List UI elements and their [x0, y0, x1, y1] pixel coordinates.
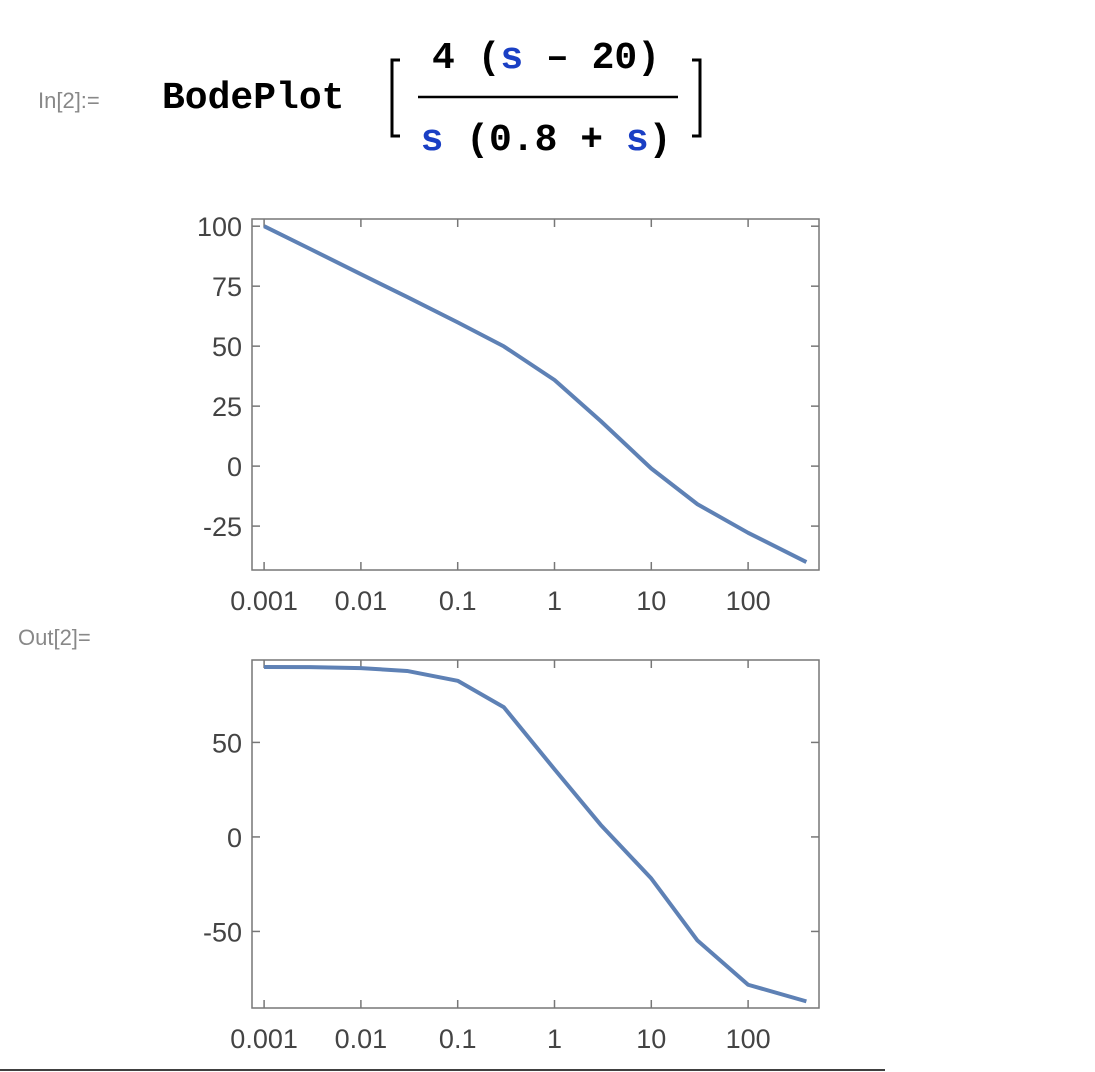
numerator-part: – 20) [523, 37, 660, 80]
y-tick-label: 0 [227, 823, 242, 853]
x-tick-label: 0.1 [439, 1024, 477, 1054]
denominator-part: (0.8 + [443, 119, 625, 162]
denominator-part: ) [649, 119, 672, 162]
x-tick-label: 1 [547, 586, 562, 616]
denominator-part: s [421, 119, 444, 162]
numerator-part: 4 ( [432, 37, 500, 80]
y-tick-label: 50 [212, 728, 242, 758]
plot-frame [251, 659, 820, 1009]
input-label: In[2]:= [38, 88, 100, 113]
x-tick-label: 0.001 [230, 586, 298, 616]
open-bracket [390, 58, 400, 138]
denominator: s (0.8 + s) [421, 119, 672, 162]
x-tick-label: 0.001 [230, 1024, 298, 1054]
x-tick-label: 0.1 [439, 586, 477, 616]
output-label: Out[2]= [18, 625, 91, 650]
y-tick-label: 50 [212, 332, 242, 362]
x-tick-label: 0.01 [335, 586, 388, 616]
y-tick-label: -50 [203, 917, 242, 947]
numerator: 4 (s – 20) [432, 37, 660, 80]
y-tick-label: -25 [203, 512, 242, 542]
denominator-part: s [626, 119, 649, 162]
function-name: BodePlot [162, 77, 344, 120]
y-tick-label: 0 [227, 452, 242, 482]
curve [264, 664, 807, 1004]
x-tick-label: 1 [547, 1024, 562, 1054]
numerator-part: s [500, 37, 523, 80]
x-tick-label: 100 [726, 586, 771, 616]
y-tick-label: 25 [212, 392, 242, 422]
x-tick-label: 10 [636, 1024, 666, 1054]
x-tick-label: 100 [726, 1024, 771, 1054]
y-tick-label: 75 [212, 272, 242, 302]
y-tick-label: 100 [197, 212, 242, 242]
curve [263, 224, 808, 564]
x-tick-label: 0.01 [335, 1024, 388, 1054]
plot-frame [251, 218, 820, 571]
x-tick-label: 10 [636, 586, 666, 616]
close-bracket [692, 58, 702, 138]
